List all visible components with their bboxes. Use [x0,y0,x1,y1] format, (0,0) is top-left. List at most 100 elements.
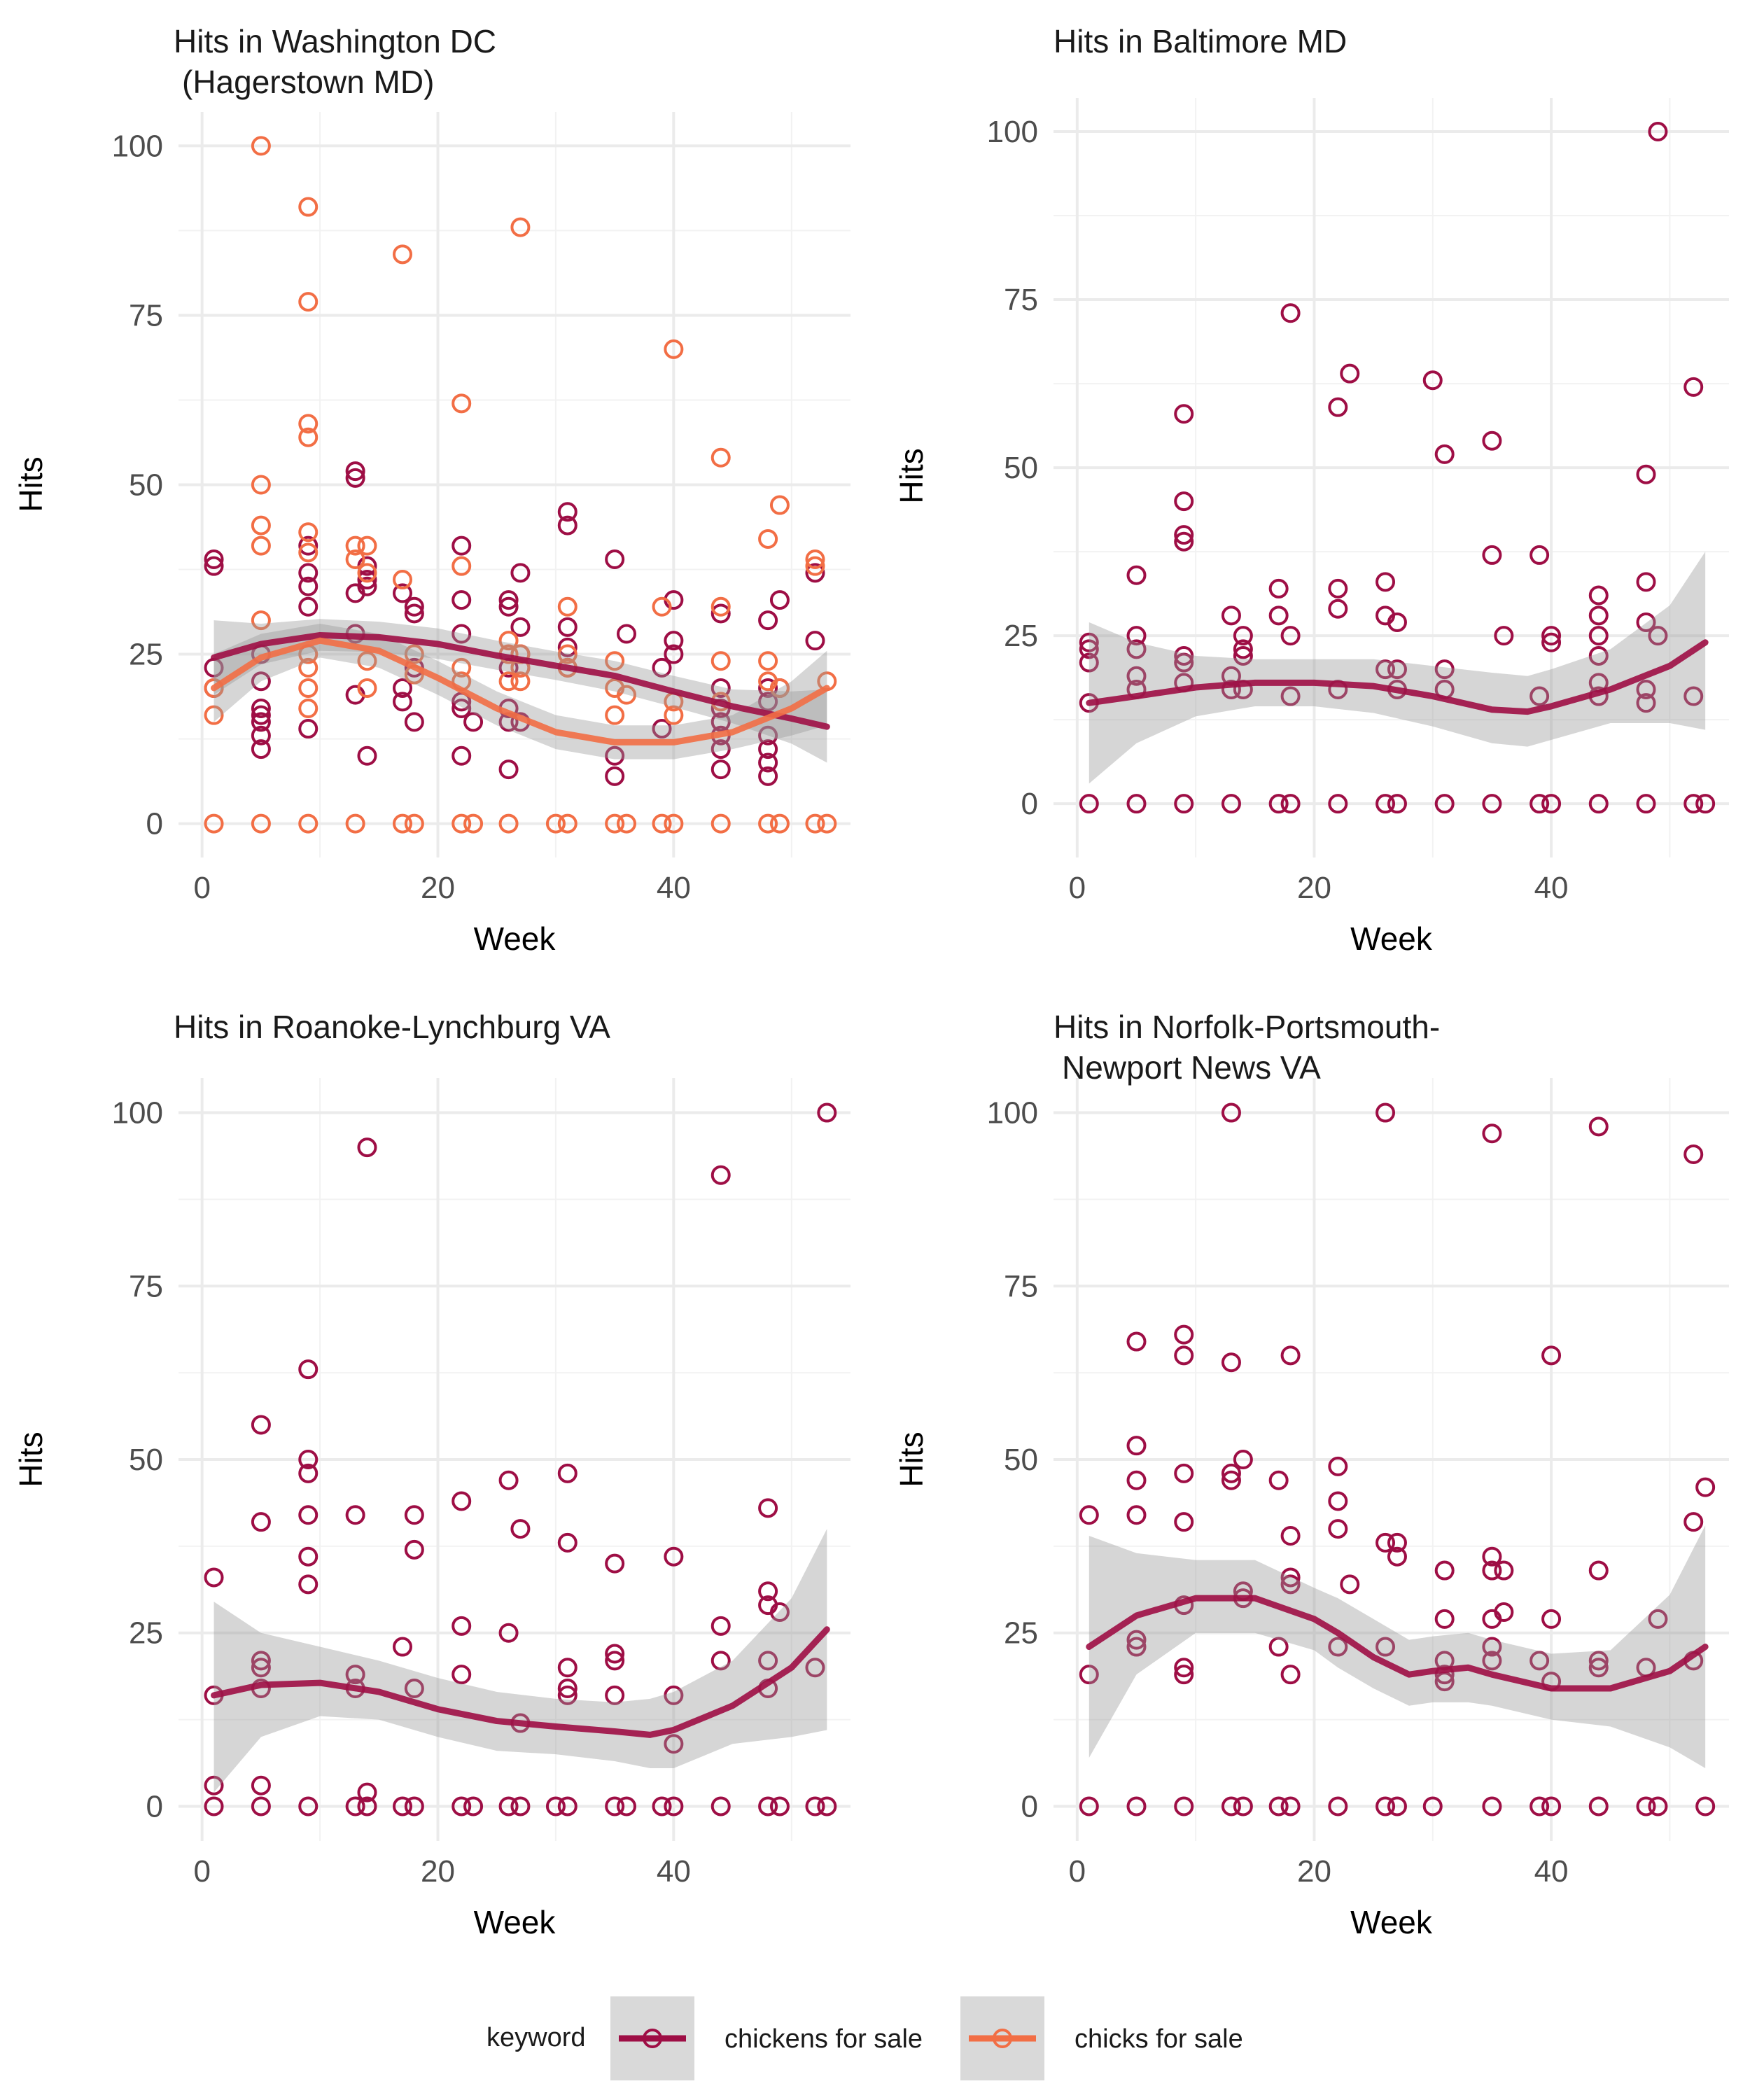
data-point [1434,444,1455,464]
data-point [393,678,412,698]
data-point [298,657,318,678]
data-point [557,1796,578,1816]
data-point [1482,430,1502,451]
data-point [758,813,778,834]
data-point [1328,598,1348,619]
data-point [1126,1796,1147,1816]
data-point [451,393,472,414]
data-point [1233,626,1253,646]
x-tick-label: 0 [1069,1854,1086,1889]
data-point [1636,693,1656,713]
data-point [1221,606,1241,626]
data-point [545,813,566,834]
data-point [758,752,778,773]
y-tick-label: 25 [1004,619,1038,653]
data-point [769,678,790,698]
data-point [1482,1546,1502,1567]
data-point [817,813,837,834]
x-tick-label: 20 [1297,1854,1331,1889]
data-point [758,725,778,746]
data-point [805,550,825,569]
data-point [769,1602,790,1622]
data-point [710,603,731,624]
data-point [1126,1630,1147,1650]
data-point [710,739,731,760]
data-point [664,1796,684,1816]
y-tick-label: 0 [146,807,163,841]
data-point [1174,1796,1194,1816]
data-point [298,813,318,834]
data-point [1482,1637,1502,1657]
data-point [1387,794,1407,814]
y-axis-title: Hits [893,1432,930,1487]
legend-item-2: chicks for sale [960,1996,1243,2080]
data-point [1079,1665,1099,1685]
x-tick-label: 40 [1534,1854,1569,1889]
x-tick-label: 40 [657,1854,691,1889]
data-point [1328,397,1348,417]
data-point [1079,652,1099,673]
data-point [204,813,224,834]
data-point [498,590,519,610]
data-point [451,556,472,576]
data-point [805,813,825,834]
data-point [357,1138,377,1158]
data-point [1695,1477,1716,1497]
data-point [817,1796,837,1816]
data-point [1280,794,1301,814]
y-tick-label: 25 [129,1616,163,1651]
data-point [710,1165,731,1185]
data-point [1541,1345,1562,1366]
data-point [758,1796,778,1816]
data-point [664,339,684,359]
data-point [1684,686,1704,706]
x-tick-label: 20 [421,1854,455,1889]
data-point [557,596,578,617]
data-point [557,1463,578,1483]
panel-title: Hits in Washington DC (Hagerstown MD) [174,23,496,100]
y-tick-label: 100 [987,1096,1038,1130]
data-point [1340,1574,1360,1595]
data-point [557,1679,578,1698]
data-point [298,542,318,563]
data-point [498,596,519,617]
data-point [769,590,790,610]
data-point [1482,545,1502,565]
data-point [1434,1665,1455,1685]
data-point [1530,1651,1550,1671]
data-point [557,1685,578,1705]
data-point [758,1498,778,1518]
panel-4: 0 25 50 75 100 0 20 40 Week Hits Hits in Norfolk-P… [893,1009,1729,1940]
data-point [557,617,578,637]
confidence-band [1088,1525,1706,1768]
data-point [664,1546,684,1567]
data-point [451,699,472,718]
data-point [251,1658,271,1678]
data-point [1588,1560,1609,1581]
data-point [1494,626,1514,646]
legend-key-point [643,2029,662,2048]
data-point [1126,794,1147,814]
data-point [617,624,636,644]
data-point [769,813,790,834]
data-point [1126,1637,1147,1657]
data-point [251,610,271,631]
data-point [298,563,318,583]
data-point [463,712,484,732]
data-point [1387,1546,1407,1567]
data-point [1541,794,1562,814]
legend-label: chicks for sale [1074,2024,1243,2054]
data-point [404,813,424,834]
data-point [1636,679,1656,699]
data-point [1126,1331,1147,1352]
data-point [251,1415,271,1435]
panel-title: Hits in Norfolk-Portsmouth-Newport News … [1054,1009,1440,1086]
data-point [451,1796,472,1816]
data-point [204,1796,224,1816]
data-point [710,1651,731,1671]
data-point [805,563,825,583]
data-point [298,719,318,739]
data-point [664,644,684,664]
data-point [1648,122,1668,142]
data-point [557,644,578,664]
